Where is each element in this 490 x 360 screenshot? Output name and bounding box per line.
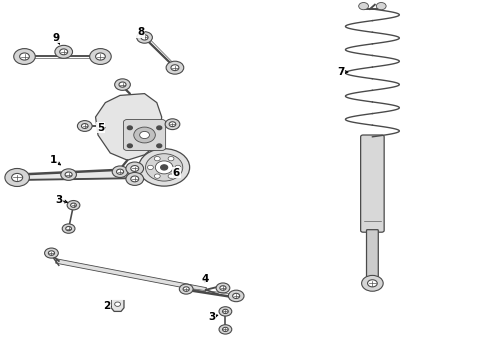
Circle shape [49,251,54,255]
Circle shape [65,172,72,177]
Circle shape [183,287,189,291]
Polygon shape [17,169,132,180]
Circle shape [96,53,105,60]
Text: 6: 6 [173,168,180,178]
Circle shape [146,154,183,181]
Circle shape [61,169,76,180]
Circle shape [359,3,368,10]
Circle shape [115,302,121,306]
Circle shape [161,165,168,170]
Circle shape [45,248,58,258]
Text: 1: 1 [50,155,57,165]
Circle shape [12,174,23,181]
Circle shape [137,32,152,43]
Text: 3: 3 [55,195,62,205]
Text: 3: 3 [208,312,215,322]
Circle shape [165,119,180,130]
Text: 4: 4 [201,274,209,284]
Circle shape [126,162,144,175]
Circle shape [55,45,73,58]
Circle shape [368,280,377,287]
Circle shape [175,165,181,170]
Circle shape [157,144,162,148]
Circle shape [115,79,130,90]
Circle shape [77,121,92,131]
FancyBboxPatch shape [367,230,378,280]
Circle shape [112,166,128,177]
FancyBboxPatch shape [361,135,384,232]
Circle shape [119,82,126,87]
Circle shape [220,286,226,290]
Circle shape [127,144,132,148]
Circle shape [168,174,174,178]
Circle shape [171,65,179,71]
Circle shape [147,165,153,170]
Circle shape [219,307,232,316]
Circle shape [5,168,29,186]
Circle shape [141,35,148,40]
Circle shape [60,49,68,55]
Circle shape [362,275,383,291]
Circle shape [67,201,80,210]
Circle shape [81,123,88,129]
Polygon shape [55,259,207,292]
Circle shape [166,61,184,74]
Circle shape [376,3,386,10]
Text: 5: 5 [97,123,104,133]
Circle shape [154,174,160,178]
Circle shape [155,161,173,174]
Text: 8: 8 [137,27,144,37]
Circle shape [131,176,139,182]
Circle shape [219,325,232,334]
Circle shape [179,284,193,294]
Circle shape [216,283,230,293]
FancyBboxPatch shape [123,120,166,150]
Circle shape [20,53,29,60]
Circle shape [169,122,176,127]
Polygon shape [111,301,124,311]
Circle shape [126,172,144,185]
Circle shape [14,49,35,64]
Circle shape [157,126,162,130]
Circle shape [131,166,139,171]
Circle shape [139,149,190,186]
Circle shape [228,290,244,302]
Polygon shape [96,94,162,160]
Circle shape [154,157,160,161]
Circle shape [222,327,228,332]
Text: 7: 7 [337,67,344,77]
Circle shape [90,49,111,64]
Circle shape [134,127,155,143]
Circle shape [140,131,149,139]
Circle shape [117,169,123,174]
Circle shape [71,203,76,207]
Text: 9: 9 [53,33,60,43]
Circle shape [222,309,228,314]
Circle shape [233,293,240,298]
Circle shape [62,224,75,233]
Circle shape [66,226,72,231]
Circle shape [127,126,132,130]
Text: 2: 2 [103,301,110,311]
Circle shape [168,157,174,161]
